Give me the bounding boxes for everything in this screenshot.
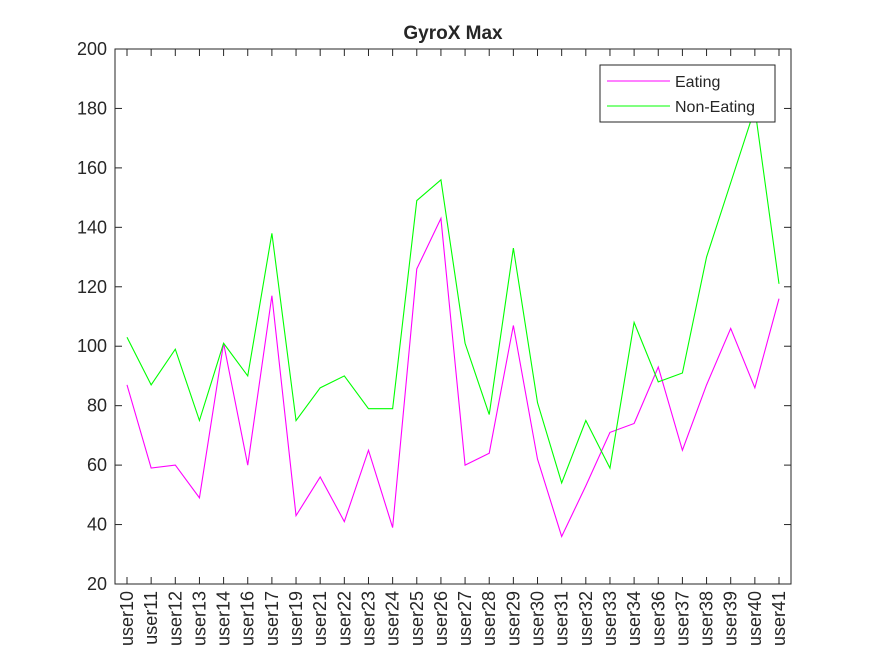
y-tick-label: 80 [87,396,107,416]
y-tick-label: 180 [77,98,107,118]
x-tick-label: user25 [407,591,427,646]
x-tick-label: user32 [576,591,596,646]
x-tick-label: user10 [117,591,137,646]
x-tick-label: user13 [189,591,209,646]
y-tick-label: 20 [87,574,107,594]
x-tick-label: user11 [141,591,161,645]
x-tick-label: user36 [648,591,668,646]
y-tick-label: 100 [77,336,107,356]
y-tick-label: 120 [77,277,107,297]
y-tick-label: 200 [77,39,107,59]
series-line-eating [126,216,780,538]
x-tick-label: user27 [455,591,475,646]
x-tick-label: user31 [552,591,572,646]
y-tick-label: 160 [77,158,107,178]
x-tick-label: user33 [600,591,620,646]
x-tick-label: user17 [262,591,282,646]
x-tick-label: user24 [383,591,403,646]
series-layer [126,108,780,538]
legend-label-non-eating: Non-Eating [675,99,755,116]
chart-title: GyroX Max [403,23,503,44]
x-tick-label: user19 [286,591,306,646]
x-tick-label: user37 [672,591,692,646]
x-tick-label: user40 [745,591,765,646]
y-tick-label: 40 [87,515,107,535]
y-tick-label: 60 [87,455,107,475]
x-tick-label: user23 [358,591,378,646]
legend: Eating Non-Eating [599,64,776,123]
legend-label-eating: Eating [675,74,720,91]
x-tick-label: user30 [528,591,548,646]
series-line-non-eating [126,108,780,485]
x-tick-label: user14 [214,591,234,646]
y-tick-label: 140 [77,217,107,237]
x-tick-label: user34 [624,591,644,646]
x-tick-label: user12 [165,591,185,646]
x-tick-label: user26 [431,591,451,646]
axes-layer [114,48,792,585]
plot-area [115,49,791,584]
x-tick-label: user16 [238,591,258,646]
x-tick-label: user38 [697,591,717,646]
axes-box [114,48,792,585]
x-tick-label: user28 [479,591,499,646]
x-tick-label: user21 [310,591,330,646]
x-tick-label: user22 [334,591,354,646]
legend-box [599,64,776,123]
x-tick-label: user29 [503,591,523,646]
x-tick-label: user39 [721,591,741,646]
x-tick-label: user41 [769,591,789,646]
